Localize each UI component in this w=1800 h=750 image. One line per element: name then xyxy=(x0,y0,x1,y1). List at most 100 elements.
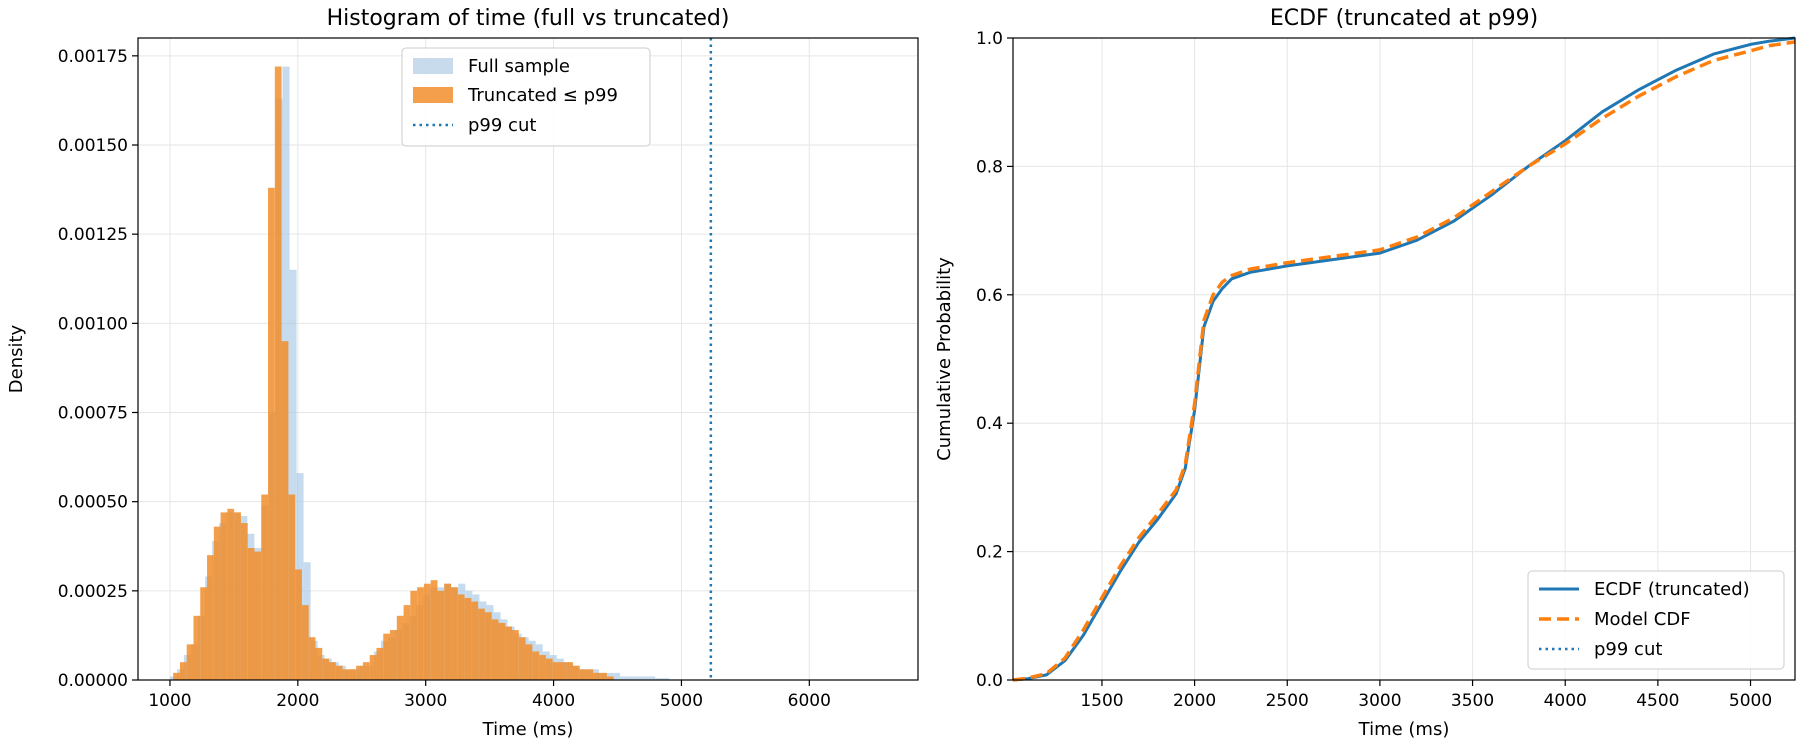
y-tick-label: 0.0 xyxy=(976,671,1003,691)
x-tick-label: 4500 xyxy=(1636,691,1679,711)
histogram-bar xyxy=(261,494,269,680)
histogram-bar xyxy=(532,651,540,680)
x-axis-label: Time (ms) xyxy=(1358,719,1450,740)
x-tick-label: 1000 xyxy=(148,691,191,711)
histogram-bar xyxy=(356,665,363,680)
histogram-bar xyxy=(552,662,560,680)
y-tick-label: 0.00100 xyxy=(58,314,128,334)
histogram-bar xyxy=(335,665,343,680)
histogram-bar xyxy=(240,523,248,680)
legend-label: Full sample xyxy=(468,56,570,77)
legend-box xyxy=(401,47,651,147)
histogram-bar xyxy=(301,605,309,680)
histogram-bar xyxy=(207,555,214,680)
legend-label: Truncated ≤ p99 xyxy=(467,85,618,106)
histogram-bar xyxy=(329,662,336,680)
histogram-bar xyxy=(220,512,228,680)
histogram-bar xyxy=(641,676,649,680)
y-tick-label: 0.00050 xyxy=(58,493,128,513)
histogram-bar xyxy=(464,597,472,680)
x-tick-label: 6000 xyxy=(788,691,831,711)
histogram-bar xyxy=(613,672,621,680)
histogram-bar xyxy=(281,341,289,680)
legend-label: p99 cut xyxy=(1594,639,1662,660)
histogram-bar xyxy=(376,647,384,680)
histogram-bar xyxy=(342,669,350,680)
x-axis-label: Time (ms) xyxy=(482,719,574,740)
chart-title: Histogram of time (full vs truncated) xyxy=(327,6,730,31)
histogram-bar xyxy=(234,512,241,680)
histogram-bar xyxy=(586,669,594,680)
histogram-panel: 1000 2000 3000 4000 5000 6000 0.00000 0.00025 0.… xyxy=(6,6,919,740)
histogram-bar xyxy=(451,587,458,680)
legend-swatch-truncated xyxy=(413,87,453,103)
histogram-bar xyxy=(369,655,377,680)
histogram-bar xyxy=(559,662,567,680)
histogram-bar xyxy=(383,633,391,680)
legend-label: ECDF (truncated) xyxy=(1594,579,1750,600)
histogram-bar xyxy=(430,580,438,680)
y-tick-label: 0.00025 xyxy=(58,582,128,602)
histogram-bar xyxy=(403,605,411,680)
histogram-bar xyxy=(620,676,628,680)
chart-title: ECDF (truncated at p99) xyxy=(1270,6,1538,31)
x-tick-label: 2000 xyxy=(1173,691,1216,711)
legend-box xyxy=(1527,570,1785,670)
histogram-bar xyxy=(512,630,519,680)
histogram-bar xyxy=(315,647,323,680)
y-tick-label: 0.00000 xyxy=(58,671,128,691)
histogram-bar xyxy=(173,672,180,680)
x-tick-label: 3500 xyxy=(1451,691,1494,711)
plot-frame xyxy=(1012,37,1796,681)
histogram-bar xyxy=(573,665,580,680)
histogram-bar xyxy=(539,655,546,680)
histogram-bar xyxy=(634,676,642,680)
ecdf-panel: 1500 2000 2500 3000 3500 4000 4500 5000 0.0 0.2 0.… xyxy=(934,6,1796,740)
histogram-bar xyxy=(600,672,607,680)
histogram-bar xyxy=(627,676,635,680)
histogram-bar xyxy=(322,658,330,680)
histogram-bar xyxy=(484,612,492,680)
x-tick-label: 2500 xyxy=(1266,691,1309,711)
histogram-bar xyxy=(579,669,587,680)
histogram-bar xyxy=(423,583,431,680)
histogram-bar xyxy=(662,678,670,680)
histogram-bar xyxy=(525,644,533,680)
histogram-bar xyxy=(186,644,194,680)
x-tick-label: 1500 xyxy=(1080,691,1123,711)
histogram-bar xyxy=(498,622,506,680)
ecdf-line xyxy=(1012,36,1796,682)
plot-frame xyxy=(137,37,919,681)
x-tick-label: 2000 xyxy=(276,691,319,711)
histogram-bar xyxy=(288,494,296,680)
x-tick-label: 5000 xyxy=(660,691,703,711)
y-tick-label: 0.00175 xyxy=(58,47,128,67)
histogram-bar xyxy=(545,658,553,680)
histogram-bar xyxy=(566,662,574,680)
legend-label: Model CDF xyxy=(1594,609,1691,630)
histogram-bar xyxy=(417,587,424,680)
legend-label: p99 cut xyxy=(468,115,536,136)
histogram-bar xyxy=(254,551,262,680)
histogram-bar xyxy=(471,601,479,680)
histogram-bar xyxy=(606,676,614,680)
histogram-bar xyxy=(289,269,297,680)
histogram-bar xyxy=(518,637,526,680)
x-tick-label: 3000 xyxy=(1358,691,1401,711)
y-tick-label: 0.2 xyxy=(976,543,1003,563)
histogram-bar xyxy=(505,626,513,680)
y-axis-label: Cumulative Probability xyxy=(934,257,955,461)
histogram-bar xyxy=(200,587,208,680)
histogram-bar xyxy=(396,615,404,680)
legend-swatch-full xyxy=(413,58,453,74)
histogram-bar xyxy=(362,662,370,680)
x-tick-label: 3000 xyxy=(404,691,447,711)
histogram-bar xyxy=(390,630,397,680)
y-tick-label: 1.0 xyxy=(976,29,1003,49)
y-axis-label: Density xyxy=(6,324,27,393)
x-tick-label: 5000 xyxy=(1729,691,1772,711)
y-tick-label: 0.8 xyxy=(976,157,1003,177)
histogram-bar xyxy=(444,583,452,680)
histogram-bar xyxy=(268,187,275,681)
model-cdf-line xyxy=(1012,40,1796,682)
